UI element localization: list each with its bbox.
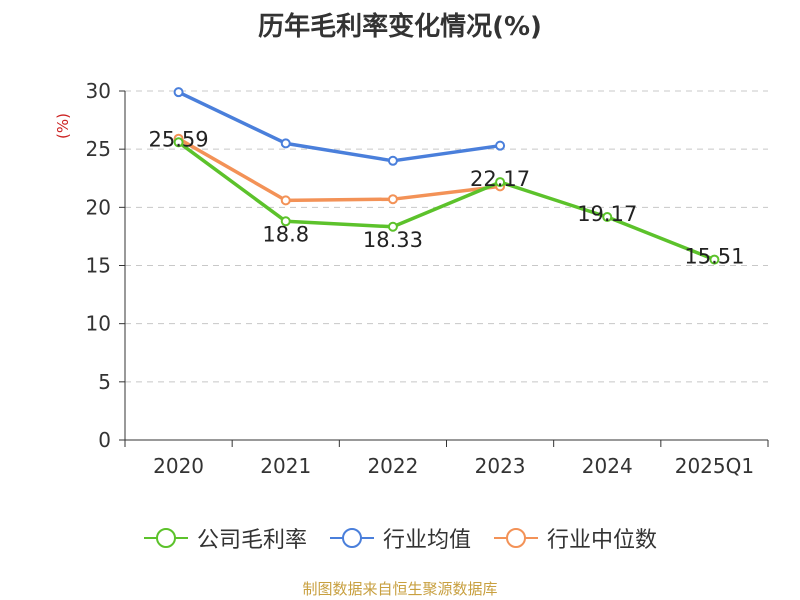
legend-item[interactable]: 行业均值: [329, 522, 471, 554]
data-point: [495, 177, 506, 188]
legend: 公司毛利率 行业均值 行业中位数: [0, 518, 800, 558]
legend-label: 行业均值: [382, 528, 471, 553]
legend-label: 公司毛利率: [196, 528, 307, 553]
legend-swatch-icon: [143, 528, 188, 548]
series-line: [177, 140, 716, 262]
data-label: 18.8: [262, 222, 309, 246]
x-tick-label: 2020: [153, 454, 204, 478]
data-point: [173, 87, 184, 98]
data-point: [387, 221, 398, 232]
data-point: [387, 155, 398, 166]
y-tick-label: 0: [98, 428, 111, 452]
legend-item[interactable]: 行业中位数: [493, 522, 657, 554]
data-point: [280, 195, 291, 206]
source-note: 制图数据来自恒生聚源数据库: [302, 580, 498, 598]
y-tick-label: 5: [98, 370, 111, 394]
data-point: [602, 211, 613, 222]
chart-title: 历年毛利率变化情况(%): [258, 12, 542, 42]
grid-lines: [125, 90, 768, 383]
legend-item[interactable]: 公司毛利率: [143, 522, 307, 554]
y-tick-label: 20: [86, 195, 111, 219]
y-tick-label: 25: [86, 137, 111, 161]
x-tick-label: 2023: [475, 454, 526, 478]
series-line: [177, 90, 501, 163]
data-label: 22.17: [470, 167, 530, 191]
axes: 0 5 10 15 20 25 30 2020 2021 2022 2023 2024 2025Q1: [86, 79, 769, 478]
data-point: [280, 138, 291, 149]
data-point: [387, 194, 398, 205]
data-label: 25.59: [149, 127, 209, 151]
data-label: 15.51: [684, 245, 744, 269]
y-tick-label: 30: [86, 79, 111, 103]
data-labels: 25.59 18.8 18.33 22.17 19.17 15.51: [149, 127, 745, 268]
x-tick-label: 2024: [582, 454, 633, 478]
legend-label: 行业中位数: [547, 528, 658, 553]
series-lines: [173, 87, 720, 265]
x-tick-label: 2021: [260, 454, 311, 478]
data-label: 19.17: [577, 202, 637, 226]
legend-swatch-icon: [494, 528, 538, 548]
x-tick-label: 2022: [367, 454, 418, 478]
data-point: [495, 140, 506, 151]
y-axis-unit-label: (%): [54, 113, 72, 139]
series-line: [177, 137, 501, 203]
data-point: [280, 216, 291, 227]
data-point: [173, 137, 184, 148]
y-tick-label: 10: [86, 312, 111, 336]
data-label: 18.33: [363, 228, 423, 252]
y-tick-label: 15: [86, 254, 111, 278]
x-tick-label: 2025Q1: [675, 454, 754, 478]
legend-swatch-icon: [329, 528, 374, 548]
data-point: [709, 254, 720, 265]
